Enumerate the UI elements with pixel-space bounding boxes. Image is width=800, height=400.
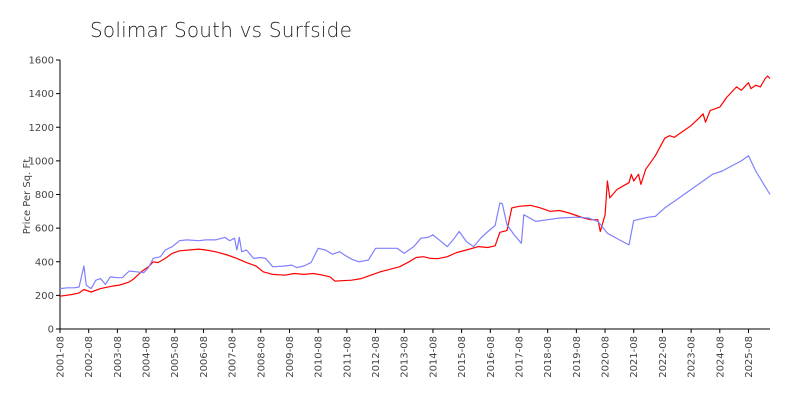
series-line-2 [59,155,771,290]
y-tick-label: 1400 [29,89,54,100]
x-tick-label: 2016-08 [486,336,497,378]
x-tick-label: 2013-08 [400,336,411,378]
x-tick-label: 2009-08 [285,336,296,378]
x-tick-label: 2025-08 [744,336,755,378]
x-tick-label: 2020-08 [601,336,612,378]
x-tick-label: 2019-08 [572,336,583,378]
series-layer [59,75,771,297]
y-tick-label: 600 [35,224,54,235]
chart-title: Solimar South vs Surfside [90,18,353,42]
x-tick-label: 2003-08 [113,336,124,378]
x-tick-label: 2001-08 [56,336,67,378]
y-tick-label: 1600 [29,56,54,67]
x-tick-label: 2005-08 [170,336,181,378]
x-tick-label: 2011-08 [342,336,353,378]
x-tick-label: 2002-08 [84,336,95,378]
axes: 0 200 400 600 800 1000 1200 1400 1600 2001-08 2002… [29,56,770,378]
x-tick-label: 2014-08 [428,336,439,378]
y-axis-label: Price Per Sq. Ft. [22,156,33,235]
x-tick-label: 2006-08 [199,336,210,378]
series-line-1 [59,75,771,297]
x-tick-label: 2017-08 [514,336,525,378]
x-tick-label: 2018-08 [543,336,554,378]
y-tick-label: 1200 [29,123,54,134]
y-tick-label: 800 [35,190,54,201]
x-tick-label: 2024-08 [715,336,726,378]
x-tick-label: 2010-08 [314,336,325,378]
x-tick-label: 2021-08 [629,336,640,378]
x-tick-label: 2004-08 [142,336,153,378]
x-tick-label: 2008-08 [256,336,267,378]
x-tick-label: 2015-08 [457,336,468,378]
y-tick-label: 1000 [29,156,54,167]
x-tick-label: 2007-08 [228,336,239,378]
x-tick-label: 2022-08 [658,336,669,378]
y-tick-label: 0 [48,325,54,336]
y-tick-label: 200 [35,291,54,302]
y-tick-label: 400 [35,257,54,268]
x-tick-label: 2012-08 [371,336,382,378]
x-tick-label: 2023-08 [687,336,698,378]
